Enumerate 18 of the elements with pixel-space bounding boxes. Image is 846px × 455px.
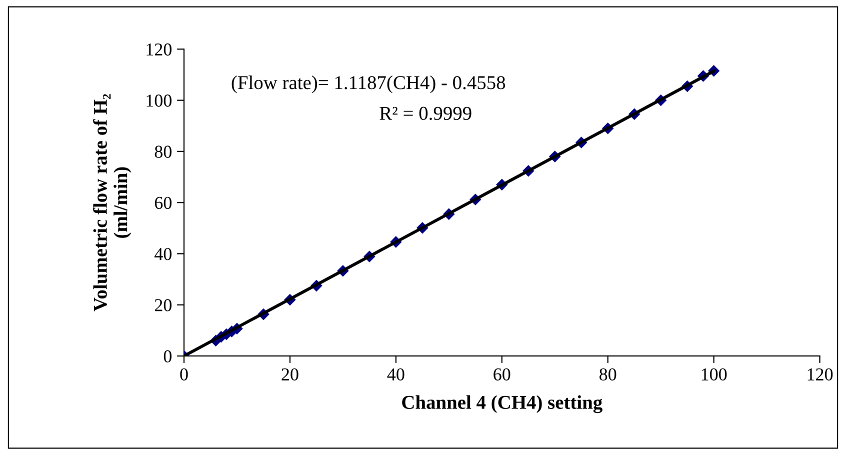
- y-tick-label: 120: [146, 43, 172, 56]
- x-tick-label: 80: [600, 368, 616, 381]
- y-tick-label: 40: [154, 248, 172, 260]
- x-tick-label: 0: [180, 368, 188, 381]
- x-tick-label: 40: [387, 368, 404, 381]
- y-tick-label: 0: [164, 350, 172, 362]
- y-tick-label: 60: [154, 196, 172, 210]
- annotation: (Flow rate)= 1.1187(CH4) - 0.4558: [232, 76, 506, 94]
- x-tick-label: 100: [702, 368, 727, 381]
- x-tick-label: 60: [494, 368, 510, 381]
- y-axis-title: Volumetric flow rate of H₂ (ml/min): [93, 94, 132, 312]
- y-tick-label: 100: [146, 94, 172, 107]
- y-tick-label: 80: [154, 146, 172, 158]
- x-tick-label: 120: [808, 368, 833, 381]
- y-tick-label: 20: [154, 299, 172, 312]
- x-tick-label: 20: [282, 368, 298, 381]
- annotation: R² = 0.9999: [380, 106, 472, 120]
- x-axis-title: Channel 4 (CH4) setting: [402, 395, 602, 414]
